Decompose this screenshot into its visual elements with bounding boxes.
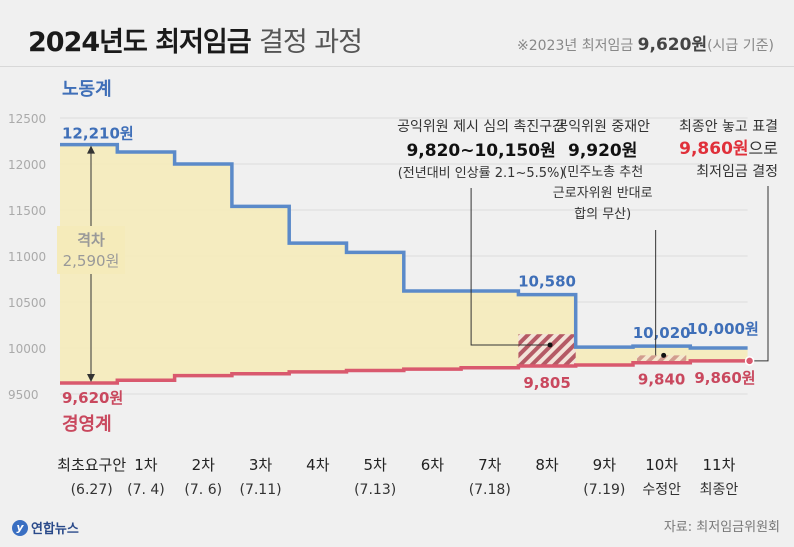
x-category-sublabel: (7.13) [354,482,396,498]
promotion-annotation-rate: (전년대비 인상률 2.1~5.5%) [398,166,565,181]
promotion-range-band [518,334,576,365]
x-category-label: 2차 [192,456,216,474]
x-category-label: 6차 [421,456,445,474]
y-tick-label: 11500 [8,204,46,218]
final-annotation-value-line: 9,860원으로 [679,139,778,159]
business-value-label: 9,840 [638,371,685,389]
promotion-annotation-title: 공익위원 제시 심의 촉진구간 [397,119,565,135]
mediation-annotation-title: 공익위원 중재안 [555,119,650,135]
final-leader-line [749,186,769,362]
x-category-label: 1차 [134,456,158,474]
gap-label-bg [57,226,125,274]
promotion-leader-line [470,188,551,346]
final-annotation-title: 최종안 놓고 표결 [679,119,778,135]
x-category-sublabel: (7.19) [583,482,625,498]
business-value-label: 9,620원 [62,389,123,407]
gap-label: 격차 [77,231,105,249]
series-label-labor: 노동계 [62,79,112,100]
x-category-sublabel: (7. 4) [127,482,165,498]
mediation-annotation-note: 근로자위원 반대로 [553,186,653,201]
x-category-sublabel: (6.27) [71,482,113,498]
mediation-annotation-note: (민주노총 추천 [562,165,643,180]
x-category-label: 최초요구안 [57,456,126,474]
gap-arrow-head-top [87,145,95,154]
final-leader-dot [744,356,755,366]
x-category-label: 11차 [703,456,736,474]
x-category-sublabel: (7.11) [239,482,281,498]
y-tick-label: 12000 [8,158,46,172]
x-category-label: 8차 [535,456,559,474]
source-text: 자료: 최저임금위원회 [663,520,780,535]
y-tick-label: 10500 [8,296,46,310]
final-suffix: 으로 [749,139,778,158]
series-label-business: 경영계 [62,414,112,435]
labor-value-label: 10,580 [518,273,576,291]
x-category-label: 4차 [306,456,330,474]
x-category-label: 7차 [478,456,502,474]
mediation-annotation-note: 합의 무산) [574,207,631,222]
baseline-note: ※2023년 최저임금 9,620원(시급 기준) [517,30,774,55]
x-category-label: 9차 [593,456,617,474]
header-divider [0,66,794,67]
x-category-sublabel: (7. 6) [184,482,222,498]
x-category-label: 10차 [645,456,678,474]
business-value-label: 9,805 [523,374,570,392]
title-sub: 결정 과정 [259,27,363,58]
y-tick-label: 12500 [8,112,46,126]
labor-value-label: 10,000원 [687,320,759,338]
gap-arrow-head-bottom [87,373,95,382]
note-prefix: ※2023년 최저임금 [517,38,634,54]
y-tick-label: 10000 [8,342,46,356]
final-value: 9,860원 [679,139,748,159]
x-category-sublabel: 최종안 [700,482,739,498]
final-annotation-result: 최저임금 결정 [696,164,778,180]
gap-value: 2,590원 [63,252,120,270]
logo-text: 연합뉴스 [31,522,79,537]
labor-value-label: 10,020 [633,324,691,342]
promotion-annotation-range: 9,820~10,150원 [406,141,555,161]
x-category-sublabel: (7.18) [469,482,511,498]
title-main: 2024년도 최저임금 [28,27,252,58]
yonhap-logo-icon: y [12,519,28,536]
x-category-label: 5차 [363,456,387,474]
y-tick-label: 9500 [8,388,39,402]
mediation-leader-dot [661,352,667,358]
y-tick-label: 11000 [8,250,46,264]
business-value-label: 9,860원 [694,369,755,387]
note-value: 9,620원 [637,35,708,55]
note-suffix: (시급 기준) [707,38,774,54]
business-step-line [60,359,748,385]
labor-value-label: 12,210원 [62,125,134,143]
page-title: 2024년도 최저임금 결정 과정 [28,20,363,59]
mediation-band [637,355,687,364]
mediation-annotation-value: 9,920원 [568,141,637,161]
labor-step-line [60,142,748,350]
x-category-sublabel: 수정안 [642,482,681,498]
promotion-leader-dot [547,342,553,348]
logo: y 연합뉴스 [12,518,79,537]
x-category-label: 3차 [249,456,273,474]
